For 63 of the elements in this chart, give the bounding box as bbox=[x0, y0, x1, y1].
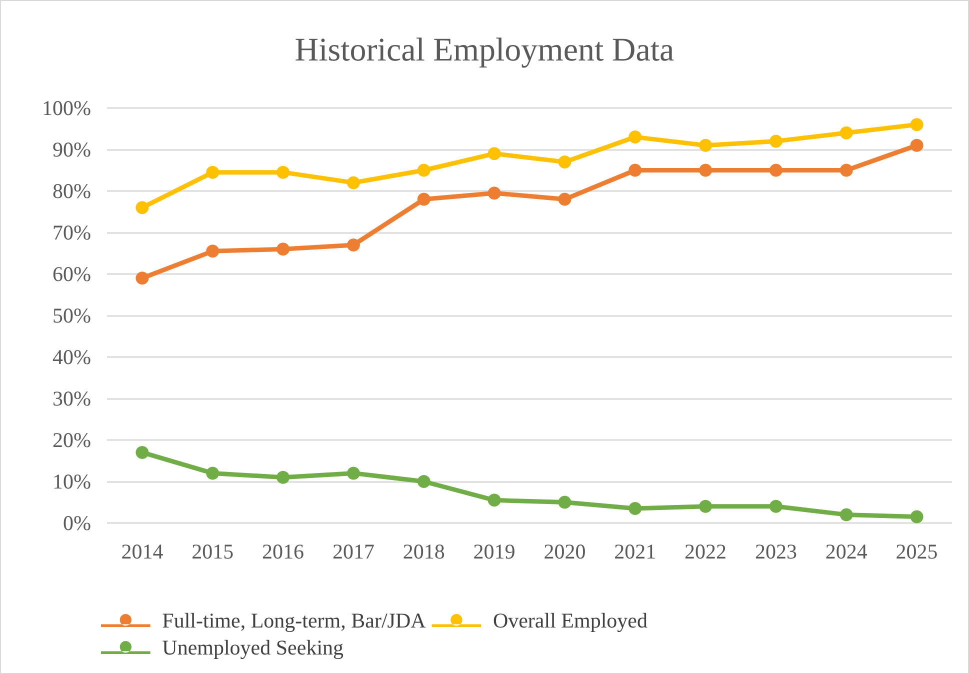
point bbox=[136, 272, 149, 285]
y-tick-label: 60% bbox=[52, 262, 91, 286]
point bbox=[910, 138, 924, 152]
point bbox=[628, 164, 642, 177]
y-tick-label: 0% bbox=[63, 511, 91, 535]
point bbox=[699, 164, 712, 177]
point bbox=[558, 496, 572, 509]
point bbox=[488, 147, 501, 160]
point bbox=[769, 500, 782, 513]
point bbox=[840, 126, 853, 140]
point bbox=[417, 192, 430, 206]
y-tick-label: 30% bbox=[52, 386, 91, 410]
x-tick-label: 2022 bbox=[684, 540, 727, 564]
point bbox=[206, 244, 220, 258]
point bbox=[346, 466, 360, 480]
point bbox=[488, 186, 501, 200]
legend-label: Full-time, Long-term, Bar/JDA bbox=[162, 608, 427, 632]
y-tick-label: 100% bbox=[42, 96, 91, 120]
point bbox=[136, 446, 149, 459]
point bbox=[346, 176, 360, 190]
point bbox=[910, 118, 924, 132]
point bbox=[840, 164, 853, 177]
x-tick-label: 2017 bbox=[332, 540, 374, 564]
point bbox=[769, 134, 782, 148]
x-tick-label: 2020 bbox=[544, 540, 586, 564]
point bbox=[558, 155, 572, 168]
legend-label: Overall Employed bbox=[492, 608, 648, 632]
point bbox=[206, 466, 220, 480]
point bbox=[488, 494, 501, 507]
point bbox=[276, 242, 290, 256]
point bbox=[346, 238, 360, 252]
point bbox=[558, 192, 572, 206]
point bbox=[206, 166, 220, 179]
chart-title: Historical Employment Data bbox=[294, 32, 675, 68]
legend-label: Unemployed Seeking bbox=[162, 636, 344, 660]
x-tick-label: 2014 bbox=[121, 540, 164, 564]
point bbox=[910, 510, 924, 524]
x-tick-label: 2016 bbox=[262, 540, 304, 564]
point bbox=[276, 470, 290, 484]
x-tick-label: 2024 bbox=[825, 540, 868, 564]
x-tick-label: 2023 bbox=[754, 540, 797, 564]
y-tick-label: 80% bbox=[52, 179, 91, 203]
point bbox=[699, 500, 712, 513]
point bbox=[136, 201, 149, 214]
x-tick-label: 2025 bbox=[896, 540, 938, 564]
point bbox=[769, 164, 782, 177]
y-tick-label: 50% bbox=[52, 304, 91, 328]
y-tick-label: 90% bbox=[52, 138, 91, 162]
x-tick-label: 2015 bbox=[192, 540, 234, 564]
point bbox=[417, 164, 430, 177]
point bbox=[840, 508, 853, 522]
point bbox=[699, 138, 712, 152]
point bbox=[417, 475, 430, 488]
y-tick-label: 70% bbox=[52, 220, 91, 244]
x-tick-label: 2018 bbox=[402, 540, 445, 564]
x-tick-label: 2019 bbox=[473, 540, 516, 564]
x-tick-label: 2021 bbox=[614, 540, 656, 564]
point bbox=[628, 130, 642, 144]
point bbox=[276, 166, 290, 179]
point bbox=[628, 502, 642, 515]
y-tick-label: 10% bbox=[52, 470, 91, 494]
y-tick-label: 40% bbox=[52, 345, 91, 369]
y-tick-label: 20% bbox=[52, 428, 91, 452]
